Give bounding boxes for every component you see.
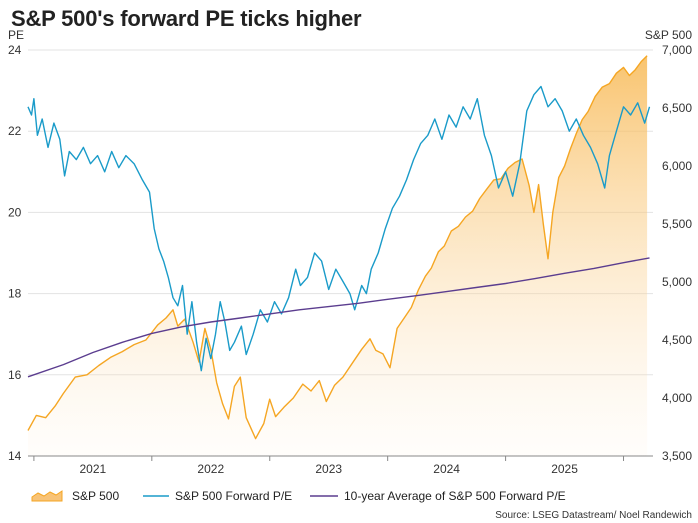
x-tick-label: 2024 [433, 462, 460, 476]
right-tick-label: 4,000 [662, 391, 692, 405]
s-p-500-legend-swatch [31, 490, 63, 502]
left-tick-label: 16 [8, 368, 22, 382]
right-tick-label: 5,000 [662, 275, 692, 289]
s-p-500-forward-p-e-line [27, 85, 651, 372]
s-p-500-line [27, 55, 648, 440]
right-tick-label: 7,000 [662, 43, 692, 57]
legend: S&P 500 S&P 500 Forward P/E 10-year Averag… [31, 489, 566, 503]
left-tick-label: 18 [8, 287, 22, 301]
x-tick-label: 2021 [80, 462, 107, 476]
s-p-500-forward-p-e-legend-label: S&P 500 Forward P/E [175, 489, 292, 503]
right-tick-label: 6,500 [662, 101, 692, 115]
right-axis-label: S&P 500 [645, 28, 692, 42]
right-tick-label: 3,500 [662, 449, 692, 463]
x-tick-label: 2022 [197, 462, 224, 476]
x-tick-label: 2023 [315, 462, 342, 476]
right-tick-label: 6,000 [662, 159, 692, 173]
10-year-average-of-s-p-500-forward-p-e-legend-label: 10-year Average of S&P 500 Forward P/E [344, 489, 566, 503]
left-tick-label: 22 [8, 124, 22, 138]
s-p-500-legend-label: S&P 500 [72, 489, 119, 503]
sp500-area-layer [28, 55, 648, 457]
left-axis-label: PE [8, 28, 24, 42]
chart-title: S&P 500's forward PE ticks higher [11, 6, 362, 31]
series-lines-layer [27, 55, 651, 440]
10-year-average-of-s-p-500-forward-p-e-line [27, 257, 650, 378]
s-p-500-area [28, 55, 648, 457]
right-tick-label: 4,500 [662, 333, 692, 347]
source-note: Source: LSEG Datastream/ Noel Randewich [495, 510, 692, 521]
axes-layer: 1416182022243,5004,0004,5005,0005,5006,0… [8, 43, 692, 476]
x-tick-label: 2025 [551, 462, 578, 476]
left-tick-label: 24 [8, 43, 22, 57]
right-tick-label: 5,500 [662, 217, 692, 231]
left-tick-label: 14 [8, 449, 22, 463]
left-tick-label: 20 [8, 205, 22, 219]
